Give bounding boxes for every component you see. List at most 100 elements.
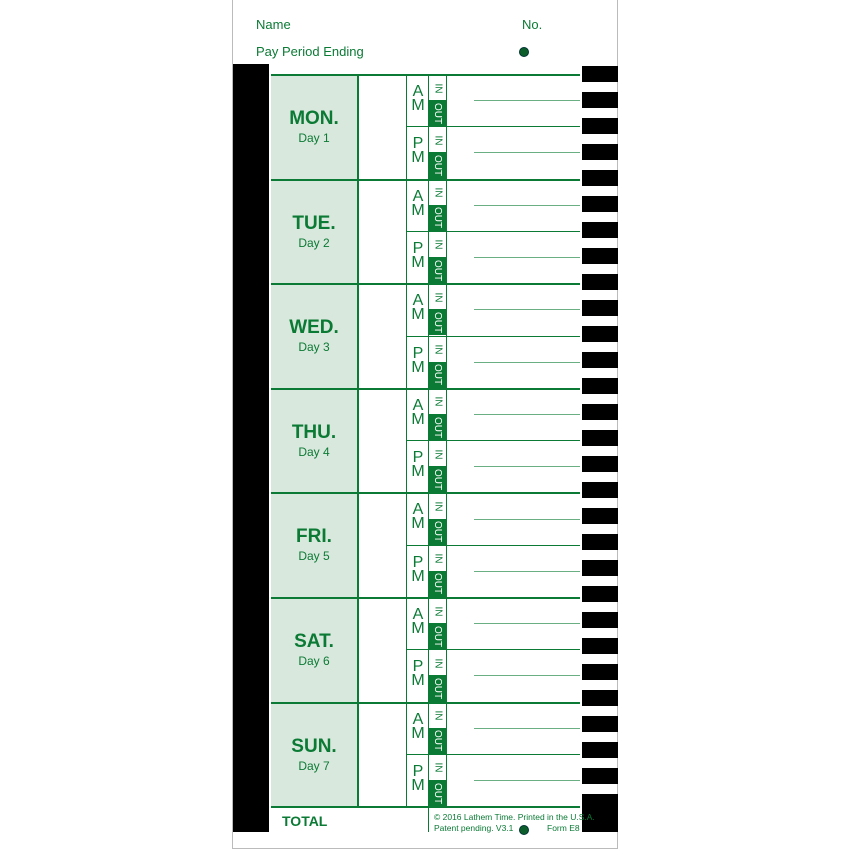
in-label: IN — [429, 128, 446, 153]
column-line — [446, 74, 447, 807]
day-name: SAT. — [294, 631, 334, 652]
in-label: IN — [429, 494, 446, 519]
row-divider — [271, 387, 580, 390]
in-label: IN — [429, 337, 446, 362]
out-label: OUT — [429, 204, 446, 231]
out-label: OUT — [429, 466, 446, 493]
timing-mark — [582, 586, 618, 602]
out-label: OUT — [429, 623, 446, 650]
ampm-letter: M — [411, 97, 425, 114]
ampm-letter: M — [411, 306, 425, 324]
row-divider — [271, 74, 580, 76]
timing-mark — [582, 170, 618, 186]
out-label: OUT — [429, 309, 446, 336]
day-name: MON. — [289, 108, 339, 129]
timing-mark — [582, 118, 618, 134]
timing-mark — [582, 716, 618, 732]
column-line — [357, 74, 359, 807]
in-label: IN — [429, 389, 446, 414]
total-label: TOTAL — [282, 813, 328, 829]
in-label: IN — [429, 546, 446, 571]
day-name: WED. — [289, 317, 339, 339]
row-divider — [271, 178, 580, 181]
timing-mark — [582, 378, 618, 394]
timing-mark — [582, 482, 618, 498]
out-text: OUT — [432, 468, 444, 490]
column-line — [428, 74, 429, 833]
timing-mark — [582, 352, 618, 368]
day-name: FRI. — [296, 526, 332, 548]
ampm-letter: M — [411, 410, 425, 428]
out-label: OUT — [429, 361, 446, 388]
ampm-letter: A — [412, 606, 424, 623]
out-text: OUT — [432, 573, 444, 595]
in-text: IN — [432, 83, 443, 94]
timing-mark — [582, 326, 618, 342]
day-number: Day 1 — [298, 131, 330, 145]
half-divider — [407, 126, 580, 128]
entry-line — [474, 413, 580, 415]
out-label: OUT — [429, 257, 446, 284]
day-number: Day 6 — [298, 654, 330, 668]
half-divider — [407, 230, 580, 232]
entry-line — [474, 361, 580, 363]
column-line — [406, 74, 407, 807]
entry-line — [474, 466, 580, 468]
entry-line — [474, 152, 580, 154]
ampm-letter: M — [411, 672, 425, 690]
number-label: No. — [522, 17, 543, 32]
entry-line — [474, 780, 580, 782]
entry-line — [474, 204, 580, 206]
timing-mark — [582, 456, 618, 472]
out-text: OUT — [432, 730, 444, 752]
ampm-letter: M — [411, 620, 425, 637]
ampm-letter: A — [412, 710, 424, 728]
timing-mark — [582, 534, 618, 550]
ampm-letter: M — [411, 724, 425, 742]
in-label: IN — [429, 232, 446, 258]
in-text: IN — [432, 606, 443, 617]
day-name: TUE. — [292, 212, 336, 234]
in-text: IN — [432, 710, 443, 721]
timing-mark — [582, 560, 618, 576]
day-number: Day 3 — [298, 340, 330, 355]
in-label: IN — [429, 442, 446, 467]
half-divider — [407, 335, 580, 337]
half-divider — [407, 753, 580, 755]
timing-mark — [582, 508, 618, 524]
out-text: OUT — [432, 625, 444, 647]
timing-mark — [582, 768, 618, 784]
day-name: SUN. — [291, 735, 337, 757]
day-number: Day 5 — [298, 549, 330, 564]
ampm-letter: A — [412, 292, 424, 310]
patent-text: Patent pending. V3.1 — [434, 823, 514, 833]
out-label: OUT — [429, 727, 446, 754]
day-cell — [271, 597, 357, 702]
time-grid: MON. Day 1 A M IN OUT P M IN OUT TUE. Day 2 A M IN OUT P… — [271, 74, 580, 833]
half-divider — [407, 440, 580, 442]
in-label: IN — [429, 76, 446, 101]
timing-mark — [582, 66, 618, 82]
form-number: Form E8 — [547, 823, 580, 833]
pay-period-label: Pay Period Ending — [256, 44, 364, 59]
out-text: OUT — [432, 677, 444, 700]
ampm-letter: P — [412, 658, 424, 676]
timing-mark — [582, 664, 618, 680]
ampm-letter: M — [411, 201, 425, 219]
out-text: OUT — [432, 311, 444, 333]
entry-line — [474, 727, 580, 729]
name-label: Name — [256, 17, 291, 32]
day-cell — [271, 178, 357, 284]
entry-line — [474, 570, 580, 572]
out-text: OUT — [432, 416, 444, 438]
entry-line — [474, 100, 580, 102]
ampm-letter: M — [411, 149, 425, 167]
ampm-letter: P — [412, 239, 424, 257]
timing-mark — [582, 300, 618, 316]
timing-mark — [582, 638, 618, 654]
ampm-letter: P — [412, 762, 424, 780]
